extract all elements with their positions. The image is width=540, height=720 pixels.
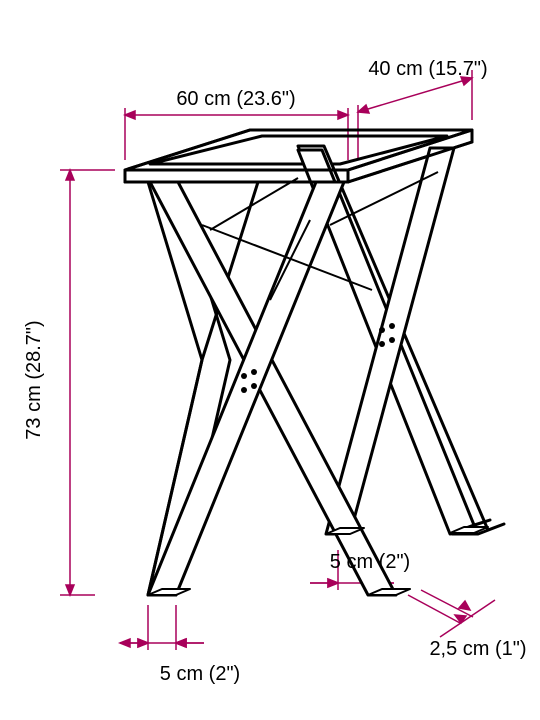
depth-label: 40 cm (15.7") [368,58,487,80]
dimension-diagram: 60 cm (23.6") 40 cm (15.7") 73 cm (28.7"… [0,0,540,720]
width-label: 60 cm (23.6") [176,88,295,110]
height-label: 73 cm (28.7") [23,320,45,439]
leg-thickness-label: 2,5 cm (1") [429,638,526,660]
leg-back-width-label: 5 cm (2") [330,551,410,573]
leg-front-width-label: 5 cm (2") [160,663,240,685]
